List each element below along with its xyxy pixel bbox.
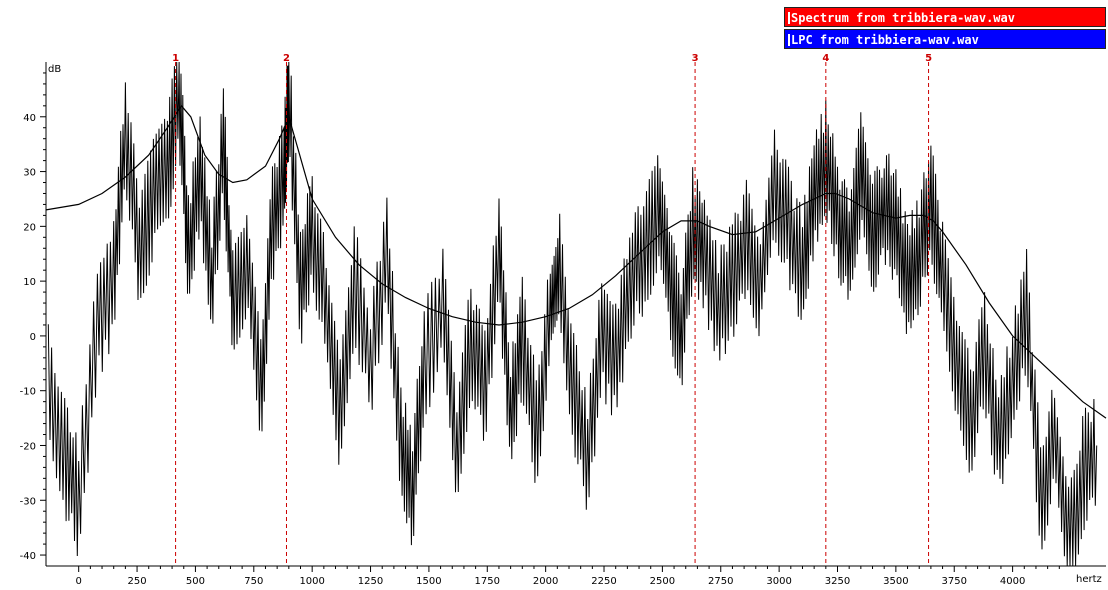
y-tick-label: -10	[20, 387, 36, 398]
y-axis-label: dB	[48, 64, 61, 75]
x-tick-label: 3250	[825, 576, 850, 587]
x-tick-label: 3750	[942, 576, 967, 587]
x-tick-label: 1000	[299, 576, 324, 587]
legend-label-lpc: LPC from tribbiera-wav.wav	[791, 33, 979, 47]
legend-item-lpc[interactable]: LPC from tribbiera-wav.wav	[784, 29, 1106, 49]
x-tick-label: 1250	[358, 576, 383, 587]
x-tick-label: 2750	[708, 576, 733, 587]
formant-marker-label: 1	[172, 53, 179, 64]
legend-label-spectrum: Spectrum from tribbiera-wav.wav	[791, 11, 1015, 25]
y-tick-label: 40	[23, 113, 36, 124]
formant-marker-label: 3	[692, 53, 699, 64]
x-tick-label: 1500	[416, 576, 441, 587]
y-tick-label: 30	[23, 168, 36, 179]
x-tick-label: 500	[186, 576, 205, 587]
x-tick-label: 2000	[533, 576, 558, 587]
y-tick-label: 20	[23, 222, 36, 233]
formant-markers: 1 2 3 4 5	[172, 53, 932, 566]
y-tick-label: 0	[30, 332, 36, 343]
x-axis-label: hertz	[1076, 574, 1102, 585]
x-ticks: 0 250 500 750 1000 1250 1500 1750 2000 2250 2500 27…	[75, 566, 1060, 587]
y-tick-label: 10	[23, 277, 36, 288]
x-tick-label: 2250	[591, 576, 616, 587]
x-tick-label: 750	[244, 576, 263, 587]
x-tick-label: 3500	[883, 576, 908, 587]
formant-marker-label: 2	[283, 53, 290, 64]
y-tick-label: -20	[20, 441, 36, 452]
x-tick-label: 4000	[1000, 576, 1025, 587]
series-layer	[45, 61, 1107, 567]
x-tick-label: 3000	[766, 576, 791, 587]
formant-marker-label: 4	[822, 53, 829, 64]
legend-cursor-mark	[788, 34, 790, 46]
x-tick-label: 0	[75, 576, 81, 587]
x-tick-label: 2500	[650, 576, 675, 587]
x-tick-label: 1750	[475, 576, 500, 587]
x-tick-label: 250	[128, 576, 147, 587]
legend-cursor-mark	[788, 12, 790, 24]
y-tick-label: -40	[20, 551, 36, 562]
spectrum-series-line	[47, 61, 1098, 567]
y-tick-label: -30	[20, 496, 36, 507]
formant-marker-label: 5	[925, 53, 932, 64]
lpc-envelope-line	[45, 104, 1107, 419]
y-ticks: -40 -30 -20 -10 0 10 20 30 40	[20, 72, 46, 562]
legend-item-spectrum[interactable]: Spectrum from tribbiera-wav.wav	[784, 7, 1106, 27]
